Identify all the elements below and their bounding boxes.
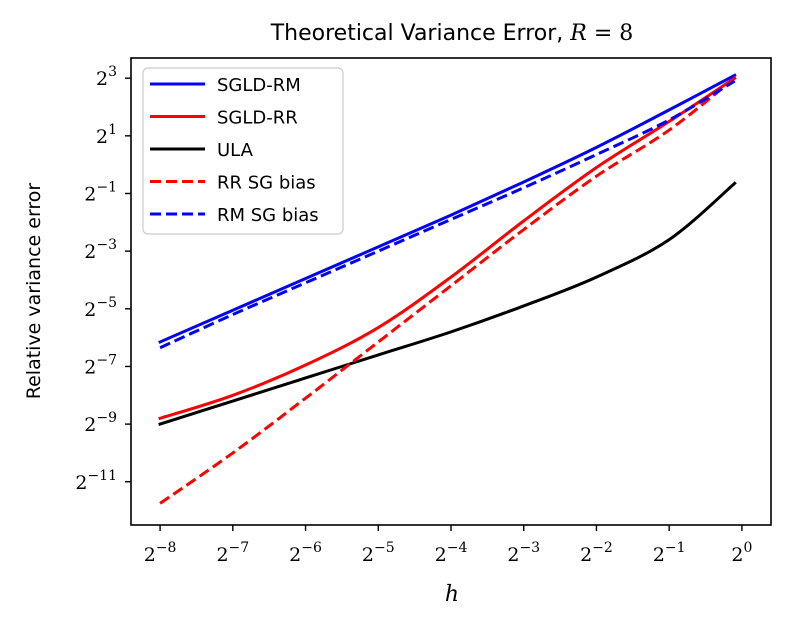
y-tick-label: 2−5 [84, 295, 117, 321]
series-line-rm-sg-bias [159, 79, 736, 350]
y-tick-label: 2−7 [84, 352, 117, 378]
y-axis-label: Relative variance error [23, 183, 45, 400]
series-line-sgld-rm [158, 73, 737, 344]
y-tick-label: 2−9 [84, 410, 117, 436]
x-tick-label: 20 [731, 540, 752, 566]
legend-label: ULA [217, 140, 254, 161]
x-tick-label: 2−6 [289, 540, 322, 566]
legend-label: SGLD-RM [217, 75, 301, 96]
chart-title: Theoretical Variance Error, R = 8 [270, 21, 634, 46]
y-tick-label: 2−11 [75, 468, 117, 494]
x-tick-label: 2−8 [144, 540, 177, 566]
legend: SGLD-RM SGLD-RR ULA RR SG bias RM SG bias [142, 67, 344, 235]
legend-frame [142, 67, 344, 235]
series-line-sgld-rr [158, 76, 737, 421]
x-tick-label: 2−4 [435, 540, 468, 566]
x-tick-label: 2−7 [216, 540, 249, 566]
series-line-ula [158, 181, 737, 426]
x-tick-label: 2−2 [580, 540, 613, 566]
legend-label: RM SG bias [217, 205, 319, 226]
x-axis-label: h [445, 582, 459, 607]
series-line-rr-sg-bias [159, 77, 736, 505]
y-tick-label: 2−1 [84, 179, 117, 205]
y-tick-label: 21 [96, 122, 117, 148]
x-tick-label: 2−5 [362, 540, 395, 566]
legend-label: RR SG bias [217, 173, 316, 194]
x-tick-label: 2−3 [507, 540, 540, 566]
y-tick-label: 23 [96, 64, 117, 90]
legend-label: SGLD-RR [217, 108, 298, 129]
x-tick-label: 2−1 [653, 540, 686, 566]
y-tick-label: 2−3 [84, 237, 117, 263]
